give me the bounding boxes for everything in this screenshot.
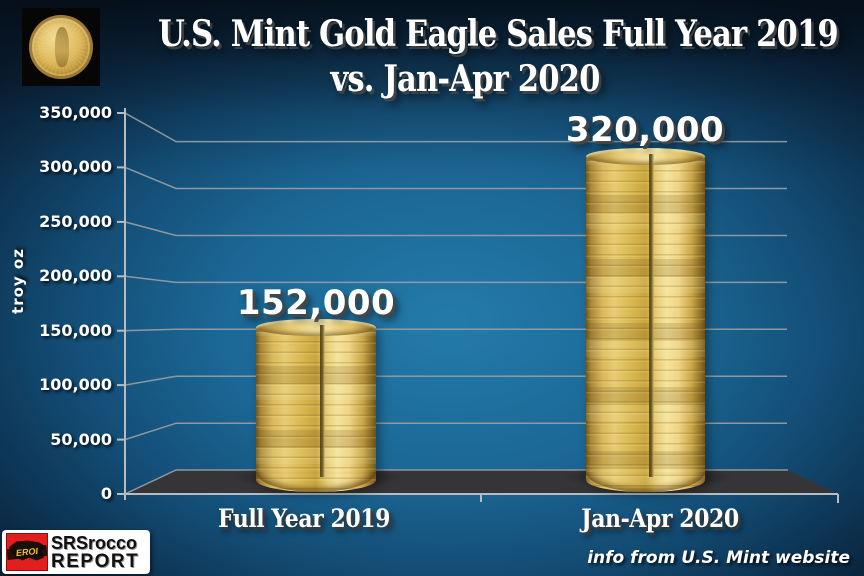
- y-axis-title: troy oz: [9, 248, 27, 314]
- eroi-badge: EROI: [6, 533, 48, 571]
- y-tick-200000: 200,000: [39, 266, 112, 286]
- gold-eagle-coin-icon: [29, 15, 93, 79]
- coin-logo-box: [22, 8, 100, 86]
- x-category-jan-apr-2020: Jan-Apr 2020: [581, 504, 739, 533]
- brand-name-top: SRSrocco: [51, 532, 138, 553]
- bar-cylinder-jan-apr-2020: [586, 147, 705, 492]
- y-tick-300000: 300,000: [39, 157, 112, 177]
- y-tick-350000: 350,000: [39, 103, 112, 122]
- y-tick-250000: 250,000: [39, 211, 112, 231]
- srsrocco-report-logo: EROI SRSrocco REPORT: [2, 530, 150, 574]
- brand-name: SRSrocco REPORT: [51, 534, 139, 571]
- value-label-2019: 152,000: [236, 283, 396, 323]
- y-tick-0: 0: [100, 484, 112, 503]
- bar-groove-icon: [649, 153, 655, 477]
- y-tick-50000: 50,000: [50, 429, 112, 449]
- y-tick-150000: 150,000: [39, 320, 112, 340]
- brand-name-bottom: REPORT: [51, 550, 140, 572]
- value-label-2020: 320,000: [565, 110, 725, 150]
- chart-title: U.S. Mint Gold Eagle Sales Full Year 201…: [158, 12, 839, 102]
- x-category-full-year-2019: Full Year 2019: [218, 504, 390, 533]
- bar-cylinder-full-year-2019: [256, 319, 376, 492]
- y-tick-100000: 100,000: [39, 375, 112, 395]
- source-note: info from U.S. Mint website: [587, 548, 850, 568]
- chart-title-line1: U.S. Mint Gold Eagle Sales Full Year 201…: [158, 13, 839, 55]
- bar-groove-icon: [319, 325, 325, 477]
- chart-title-line2: vs. Jan-Apr 2020: [330, 58, 600, 100]
- axis-ticks: [117, 112, 839, 503]
